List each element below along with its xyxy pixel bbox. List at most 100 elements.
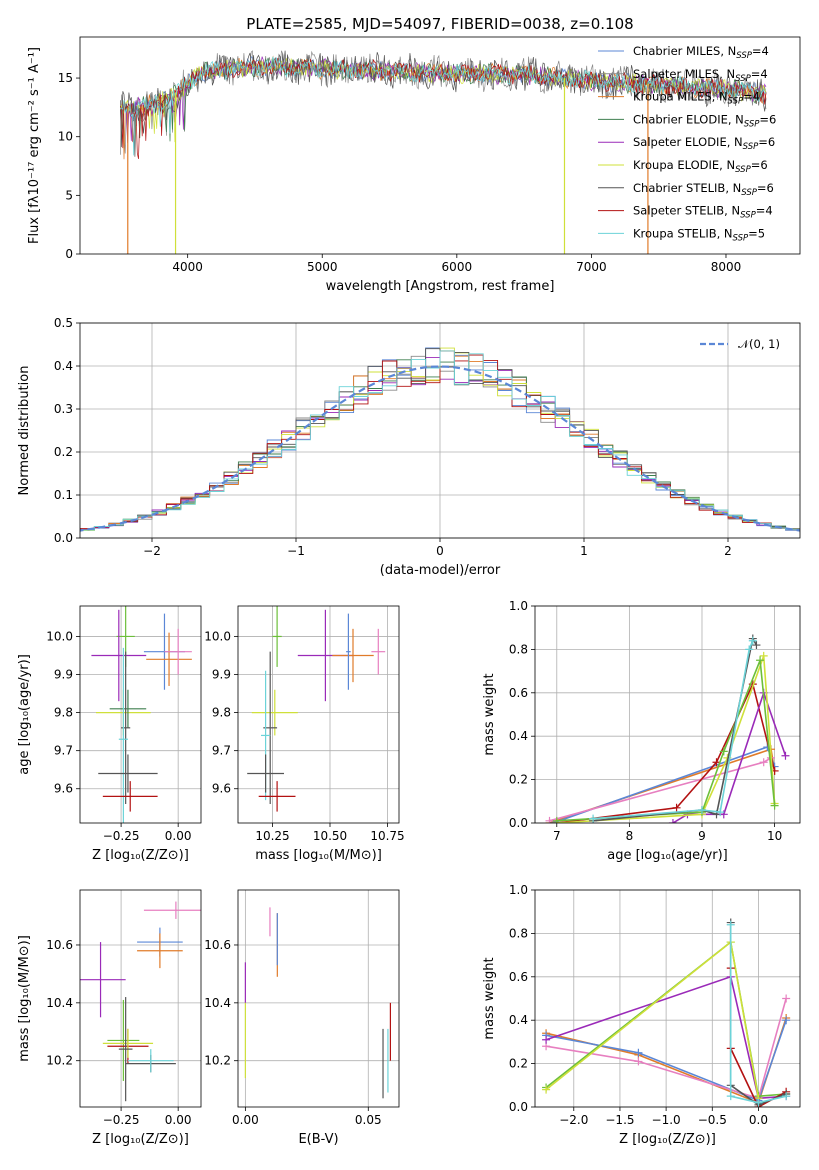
weight-marker (634, 1048, 643, 1057)
legend-label: Salpeter STELIB, NSSP=4 (633, 204, 773, 221)
x-tick-label: 5000 (307, 260, 338, 274)
x-tick-label: 4000 (172, 260, 203, 274)
x-tick-label: −0.5 (698, 1113, 727, 1127)
x-tick-label: 10.50 (313, 829, 347, 843)
x-tick-label: 1 (580, 544, 588, 558)
y-tick-label: 9.6 (212, 782, 231, 796)
panel-age_vs_mass: 10.25 10.50 10.75 9.6 9.7 9.8 9.9 10.0 mass [log… (204, 605, 405, 863)
x-tick-label: 2 (724, 544, 732, 558)
x-tick-label: −2 (143, 544, 161, 558)
weight-marker (748, 636, 757, 645)
weight-marker (697, 805, 706, 814)
y-tick-label: 10.2 (46, 1054, 73, 1068)
weight-line (545, 975, 787, 1100)
y-tick-label: 10.4 (46, 996, 73, 1010)
y-axis-label: mass weight (482, 673, 497, 755)
plot-area (244, 907, 391, 1099)
y-tick-label: 15 (58, 71, 73, 85)
x-tick-label: −1.5 (605, 1113, 634, 1127)
panel-age_vs_z: −0.25 0.00 9.6 9.7 9.8 9.9 10.0 Z [log₁₀(Z/Z⊙)]… (17, 605, 202, 863)
plot-area (247, 606, 386, 812)
y-tick-label: 0.6 (509, 970, 528, 984)
x-tick-label: −0.25 (103, 1113, 140, 1127)
y-axis-label: Normed distribution (17, 366, 32, 496)
x-tick-label: 10.75 (370, 829, 404, 843)
weight-marker (782, 994, 791, 1003)
plot-area (120, 50, 767, 254)
axes-frame (534, 889, 801, 1108)
axes-frame (79, 322, 801, 539)
axes-frame (534, 605, 801, 824)
weight-marker (672, 803, 681, 812)
weight-marker (782, 1016, 791, 1025)
legend-label: Chabrier MILES, NSSP=4 (633, 44, 769, 61)
legend-label: Salpeter ELODIE, NSSP=6 (633, 135, 775, 152)
y-tick-label: 0.3 (54, 402, 73, 416)
y-tick-label: 0.4 (54, 359, 73, 373)
panel-residuals: −2 −1 0 1 2 0.0 0.1 0.2 0.3 0.4 0.5 𝒩(0, 1) (data-mo… (17, 316, 801, 578)
weight-marker (542, 1035, 551, 1044)
y-tick-label: 5 (65, 188, 73, 202)
weight-marker (719, 747, 728, 756)
y-tick-label: 0.2 (509, 773, 528, 787)
x-tick-label: 10.25 (255, 829, 289, 843)
y-tick-label: 9.9 (54, 668, 73, 682)
weight-marker (716, 808, 725, 817)
y-tick-label: 0.6 (509, 686, 528, 700)
panel-spectrum: 4000 5000 6000 7000 8000 0 5 10 15 Chabrier MILES… (27, 36, 801, 294)
weight-line (556, 660, 776, 822)
x-axis-label: Z [log₁₀(Z/Z⊙)] (92, 1132, 189, 1147)
y-axis-label: mass [log₁₀(M/M⊙)] (17, 935, 32, 1062)
spectrum-line (120, 50, 767, 155)
y-tick-label: 0.0 (509, 816, 528, 830)
x-tick-label: 7000 (576, 260, 607, 274)
weight-line (556, 655, 776, 823)
x-tick-label: 0.00 (232, 1113, 259, 1127)
weight-marker (552, 816, 561, 823)
y-tick-label: 10.0 (46, 629, 73, 643)
x-axis-label: wavelength [Angstrom, rest frame] (326, 279, 555, 294)
plot-area (542, 918, 791, 1107)
y-tick-label: 10.6 (46, 938, 73, 952)
weight-line (729, 924, 787, 1104)
y-tick-label: 9.8 (54, 706, 73, 720)
weight-marker (756, 656, 765, 665)
panel-mass_vs_z: −0.25 0.00 10.2 10.4 10.6 Z [log₁₀(Z/Z⊙)] mass… (17, 889, 202, 1147)
y-tick-label: 1.0 (509, 599, 528, 613)
y-tick-label: 0 (65, 247, 73, 261)
legend-label: 𝒩(0, 1) (738, 337, 780, 351)
axes-frame (79, 36, 801, 255)
weight-marker (770, 801, 779, 810)
x-tick-label: 6000 (442, 260, 473, 274)
weight-line (593, 640, 754, 820)
legend-label: Kroupa STELIB, NSSP=5 (633, 226, 765, 243)
x-tick-label: −2.0 (559, 1113, 588, 1127)
y-tick-label: 10.2 (204, 1054, 231, 1068)
y-axis-label: Flux [fλ10⁻¹⁷ erg cm⁻² s⁻¹ A⁻¹] (27, 47, 42, 244)
legend-label: Chabrier ELODIE, NSSP=6 (633, 112, 776, 129)
x-axis-label: E(B-V) (298, 1132, 338, 1147)
panel-mass_weight_vs_age: 7 8 9 10 0.0 0.2 0.4 0.6 0.8 1.0 age [log₁₀(age/yr… (482, 599, 801, 863)
y-tick-label: 0.0 (54, 531, 73, 545)
weight-marker (545, 816, 554, 823)
axes-frame (237, 605, 400, 824)
x-tick-label: 0.00 (165, 829, 192, 843)
y-tick-label: 0.8 (509, 926, 528, 940)
x-tick-label: 8000 (711, 260, 742, 274)
y-tick-label: 10.0 (204, 629, 231, 643)
plot-area (80, 901, 201, 1102)
axes-frame (79, 605, 202, 824)
weight-marker (668, 819, 677, 823)
weight-marker (781, 751, 790, 760)
weight-marker (752, 641, 761, 650)
x-axis-label: age [log₁₀(age/yr)] (607, 848, 728, 863)
legend-label: Salpeter MILES, NSSP=4 (633, 67, 768, 84)
y-tick-label: 9.9 (212, 668, 231, 682)
y-tick-label: 0.4 (509, 729, 528, 743)
y-tick-label: 0.5 (54, 316, 73, 330)
weight-marker (782, 1092, 791, 1101)
x-tick-label: 9 (698, 829, 706, 843)
plot-area (80, 347, 800, 533)
legend: Chabrier MILES, NSSP=4 Salpeter MILES, NS… (598, 44, 776, 243)
